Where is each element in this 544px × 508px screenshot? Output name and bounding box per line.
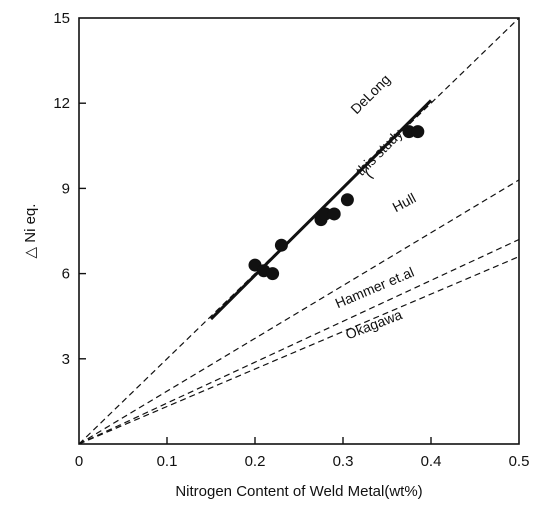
- y-tick-label: 6: [62, 266, 70, 283]
- series-line-okagawa: [79, 256, 519, 444]
- x-tick-label: 0.2: [245, 453, 266, 470]
- series-label-hull: Hull: [390, 190, 419, 215]
- data-point: [266, 267, 280, 281]
- series-label-this-study: this study: [352, 126, 405, 179]
- plot-frame: [78, 17, 520, 445]
- data-point: [274, 238, 288, 252]
- data-point: [327, 207, 341, 221]
- data-point: [340, 193, 354, 207]
- series-lines: [79, 18, 519, 444]
- series-label-delong: DeLong: [347, 71, 393, 117]
- y-tick-label: 3: [62, 351, 70, 368]
- x-tick-label: 0.1: [157, 453, 178, 470]
- x-tick-label: 0.4: [421, 453, 442, 470]
- y-tick-label: 9: [62, 180, 70, 197]
- series-line-delong: [79, 18, 519, 444]
- series-label-hammer-et-al: Hammer et.al: [333, 264, 417, 312]
- x-tick-label: 0.5: [509, 453, 530, 470]
- y-tick-label: 12: [53, 95, 70, 112]
- this-study-leader: [365, 164, 375, 180]
- data-point: [411, 125, 425, 139]
- y-tick-label: 15: [53, 10, 70, 27]
- data-points: [248, 125, 425, 281]
- x-tick-label: 0.3: [333, 453, 354, 470]
- plot-border: [78, 17, 520, 445]
- series-line-hammer-et-al: [79, 238, 519, 444]
- axis-ticks: 0 0.1 0.2 0.3 0.4 0.5 3 6 9 12 15: [53, 10, 529, 470]
- x-tick-label: 0: [75, 453, 83, 470]
- series-label-okagawa: Okagawa: [343, 306, 404, 342]
- y-axis-label: △ Ni eq.: [22, 204, 39, 259]
- x-axis-label: Nitrogen Content of Weld Metal(wt%): [175, 483, 422, 500]
- series-line-hull: [79, 179, 519, 444]
